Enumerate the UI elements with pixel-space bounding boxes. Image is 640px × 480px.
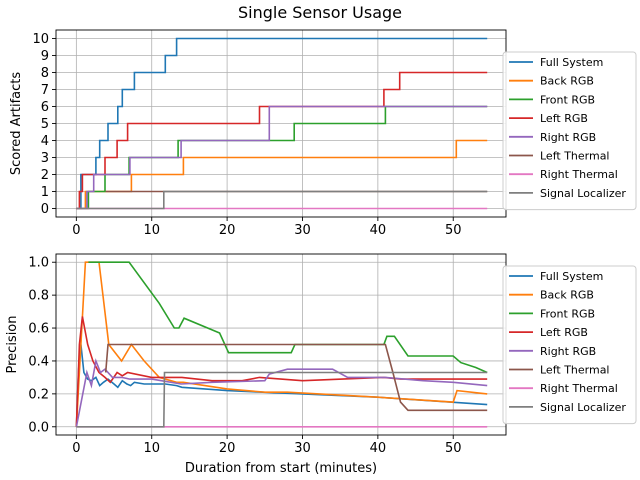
legend-label-full-system: Full System (540, 270, 603, 283)
y-tick-label: 0.0 (28, 420, 49, 435)
legend-label-left-thermal: Left Thermal (540, 150, 610, 163)
series-line-left-rgb (76, 71, 488, 210)
legend-label-signal-localizer: Signal Localizer (540, 187, 626, 200)
x-axis-label: Duration from start (minutes) (185, 461, 377, 476)
y-tick-label: 0.4 (28, 354, 49, 369)
figure-title: Single Sensor Usage (238, 3, 402, 22)
series-line-back-rgb (75, 261, 488, 427)
legend-label-left-thermal: Left Thermal (540, 364, 610, 377)
legend-label-left-rgb: Left RGB (540, 326, 588, 339)
y-tick-label: 0 (41, 202, 49, 217)
x-tick-label: 30 (294, 223, 311, 238)
x-tick-label: 40 (370, 441, 387, 456)
y-axis-label: Precision (5, 315, 20, 373)
y-tick-label: 4 (41, 134, 49, 149)
y-tick-label: 6 (41, 100, 49, 115)
legend-label-right-rgb: Right RGB (540, 345, 596, 358)
y-tick-label: 1 (41, 185, 49, 200)
series-line-left-rgb (75, 316, 488, 427)
x-tick-label: 0 (72, 223, 80, 238)
panel-artifacts: 0 10 20 30 40 50 0 1 2 3 4 5 6 7 8 9 10 Scored Artifacts F… (9, 29, 637, 238)
legend-label-left-rgb: Left RGB (540, 112, 588, 125)
legend-label-front-rgb: Front RGB (540, 307, 595, 320)
y-tick-label: 9 (41, 49, 49, 64)
x-tick-label: 10 (143, 223, 160, 238)
legend-label-back-rgb: Back RGB (540, 289, 594, 302)
y-tick-label: 0.8 (28, 289, 49, 304)
x-tick-label: 50 (445, 223, 462, 238)
series-line-full-system (76, 37, 488, 210)
x-tick-label: 40 (370, 223, 387, 238)
legend-label-full-system: Full System (540, 56, 603, 69)
x-tick-label: 10 (143, 441, 160, 456)
series-line-signal-localizer (76, 190, 488, 210)
x-tick-label: 30 (294, 441, 311, 456)
legend-label-right-rgb: Right RGB (540, 131, 596, 144)
series-line-signal-localizer (76, 371, 488, 428)
y-tick-label: 0.6 (28, 322, 49, 337)
x-tick-label: 50 (445, 441, 462, 456)
y-tick-label: 5 (41, 117, 49, 132)
x-tick-label: 20 (219, 223, 236, 238)
legend-label-right-thermal: Right Thermal (540, 382, 618, 395)
legend-box (502, 265, 637, 425)
series-line-back-rgb (76, 139, 488, 210)
series-line-front-rgb (88, 261, 488, 374)
legend-label-front-rgb: Front RGB (540, 93, 595, 106)
series-line-right-rgb (75, 358, 488, 427)
y-axis-label: Scored Artifacts (9, 72, 24, 176)
series-line-right-rgb (76, 105, 488, 210)
legend-box (502, 51, 637, 211)
y-tick-label: 0.2 (28, 387, 49, 402)
y-tick-label: 7 (41, 83, 49, 98)
series-line-full-system (75, 344, 488, 427)
y-tick-label: 8 (41, 66, 49, 81)
legend-label-signal-localizer: Signal Localizer (540, 401, 626, 414)
y-tick-label: 10 (32, 32, 49, 47)
legend-label-back-rgb: Back RGB (540, 75, 594, 88)
x-tick-label: 20 (219, 441, 236, 456)
x-tick-label: 0 (72, 441, 80, 456)
y-tick-label: 3 (41, 151, 49, 166)
panel-precision: 0 10 20 30 40 50 0.0 0.2 0.4 0.6 0.8 1.0 Precision Fu… (5, 253, 637, 456)
y-tick-label: 2 (41, 168, 49, 183)
legend-label-right-thermal: Right Thermal (540, 168, 618, 181)
y-tick-label: 1.0 (28, 256, 49, 271)
